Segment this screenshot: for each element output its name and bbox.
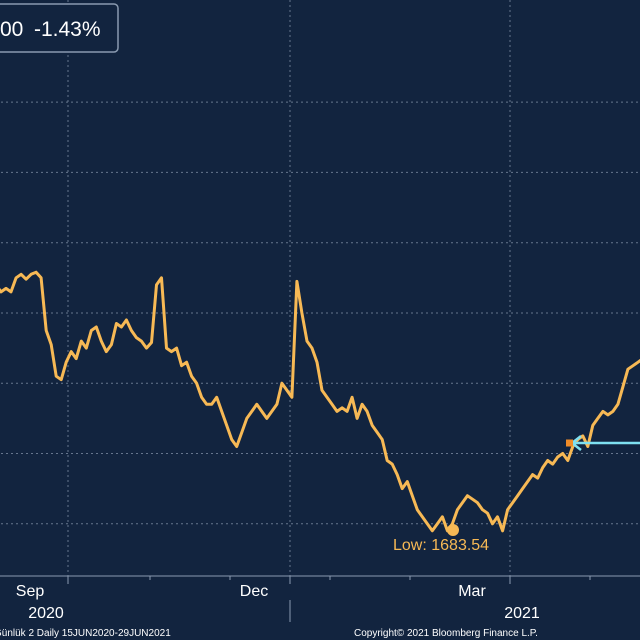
header-value: 00 [0, 18, 23, 41]
low-label: Low: 1683.54 [393, 537, 489, 554]
footer-left: Günlük 2 Daily 15JUN2020-29JUN2021 [0, 628, 171, 639]
header-box [0, 3, 119, 53]
x-tick-label-2: Mar [458, 583, 486, 600]
series-line [0, 270, 640, 533]
gridlines [0, 0, 640, 576]
header-change: -1.43% [34, 18, 101, 41]
last-value-marker [566, 439, 573, 447]
low-marker [447, 524, 459, 536]
x-year-label-2: 2021 [504, 605, 540, 622]
series-group [0, 270, 640, 533]
x-tick-label-1: Dec [240, 583, 268, 600]
footer-right: Copyright© 2021 Bloomberg Finance L.P. [354, 628, 538, 639]
x-tick-label-0: Sep [16, 583, 45, 600]
x-axis: Sep 2020 Dec Mar 2021 [0, 575, 640, 622]
x-year-label-0: 2020 [28, 605, 64, 622]
